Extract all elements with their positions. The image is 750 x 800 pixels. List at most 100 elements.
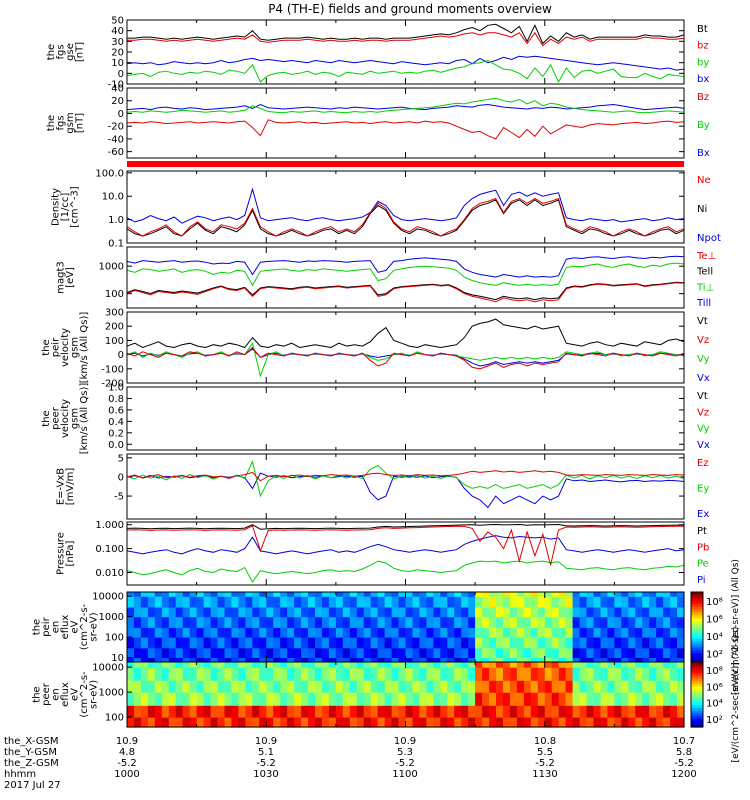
heatmap-cell (419, 667, 427, 681)
heatmap-cell (649, 692, 657, 706)
heatmap-cell (147, 667, 156, 681)
heatmap-cell (224, 637, 233, 649)
heatmap-cell (482, 662, 490, 668)
heatmap-cell (537, 637, 546, 649)
heatmap-cell (468, 680, 476, 693)
heatmap-cell (663, 592, 671, 597)
heatmap-cell (572, 606, 581, 618)
ytick-label: 10 (111, 58, 124, 69)
heatmap-cell (363, 705, 372, 718)
heatmap-cell (628, 647, 636, 658)
heatmap-cell (266, 657, 274, 663)
heatmap-cell (544, 692, 553, 706)
heatmap-cell (294, 717, 302, 728)
heatmap-cell (224, 616, 233, 628)
heatmap-cell (321, 627, 330, 638)
heatmap-cell (586, 680, 595, 693)
heatmap-cell (544, 637, 553, 649)
heatmap-cell (224, 596, 233, 608)
heatmap-cell (140, 717, 149, 728)
heatmap-cell (161, 667, 170, 681)
heatmap-cell (154, 606, 163, 618)
heatmap-cell (349, 647, 358, 658)
heatmap-cell (544, 596, 553, 608)
heatmap-cell (614, 627, 622, 638)
heatmap-cell (168, 662, 177, 668)
heatmap-cell (670, 657, 678, 663)
legend-Vt: Vt (697, 391, 708, 402)
series-line-Vy (126, 341, 685, 378)
heatmap-cell (384, 616, 393, 628)
heatmap-cell (586, 705, 595, 718)
heatmap-cell (635, 680, 643, 693)
heatmap-cell (558, 705, 567, 718)
ytick-label: 0.2 (108, 428, 124, 439)
heatmap-cell (447, 606, 455, 618)
heatmap-cell (475, 667, 483, 681)
heatmap-cell (189, 692, 198, 706)
heatmap-cell (245, 680, 253, 693)
heatmap-cell (579, 637, 588, 649)
footer-value: 10.7 (673, 736, 695, 747)
heatmap-cell (308, 705, 316, 718)
heatmap-cell (280, 596, 288, 608)
heatmap-cell (503, 705, 511, 718)
heatmap-cell (252, 667, 260, 681)
heatmap-cell (140, 627, 149, 638)
heatmap-cell (203, 662, 212, 668)
heatmap-cell (628, 592, 636, 597)
heatmap-cell (196, 647, 205, 658)
heatmap-cell (405, 692, 414, 706)
heatmap-cell (482, 616, 490, 628)
heatmap-cell (370, 705, 379, 718)
heatmap-cell (433, 662, 441, 668)
heatmap-cell (321, 657, 330, 663)
heatmap-cell (161, 592, 170, 597)
heatmap-cell (579, 662, 588, 668)
heatmap-cell (245, 606, 253, 618)
heatmap-cell (280, 705, 288, 718)
series-line-Pe (126, 560, 685, 583)
heatmap-cell (670, 717, 678, 728)
heatmap-cell (677, 616, 685, 628)
heatmap-cell (224, 662, 233, 668)
heatmap-cell (147, 592, 156, 597)
heatmap-cell (238, 627, 246, 638)
colorbar-segment (691, 618, 703, 622)
colorbar-segment (691, 624, 703, 628)
colorbar-segment (691, 686, 703, 690)
heatmap-cell (475, 596, 483, 608)
heatmap-cell (154, 657, 163, 663)
heatmap-cell (551, 680, 560, 693)
heatmap-cell (530, 592, 539, 597)
heatmap-cell (238, 606, 246, 618)
heatmap-cell (412, 717, 421, 728)
heatmap-cell (628, 680, 636, 693)
heatmap-cell (370, 680, 379, 693)
heatmap-cell (537, 717, 546, 728)
heatmap-cell (530, 606, 539, 618)
heatmap-cell (328, 705, 337, 718)
heatmap-cell (238, 647, 246, 658)
heatmap-cell (147, 627, 156, 638)
heatmap-cell (231, 606, 239, 618)
heatmap-cell (482, 627, 490, 638)
heatmap-cell (635, 705, 643, 718)
heatmap-cell (614, 647, 622, 658)
heatmap-cell (468, 705, 476, 718)
heatmap-cell (154, 596, 163, 608)
heatmap-cell (579, 667, 588, 681)
heatmap-cell (245, 705, 253, 718)
heatmap-cell (231, 616, 239, 628)
heatmap-cell (461, 662, 469, 668)
heatmap-cell (677, 705, 685, 718)
heatmap-cell (447, 705, 455, 718)
heatmap-cell (523, 692, 532, 706)
heatmap-cell (196, 592, 205, 597)
heatmap-cell (426, 662, 434, 668)
legend-Pb: Pb (697, 542, 709, 553)
heatmap-cell (433, 657, 441, 663)
heatmap-cell (496, 692, 504, 706)
heatmap-cell (140, 606, 149, 618)
